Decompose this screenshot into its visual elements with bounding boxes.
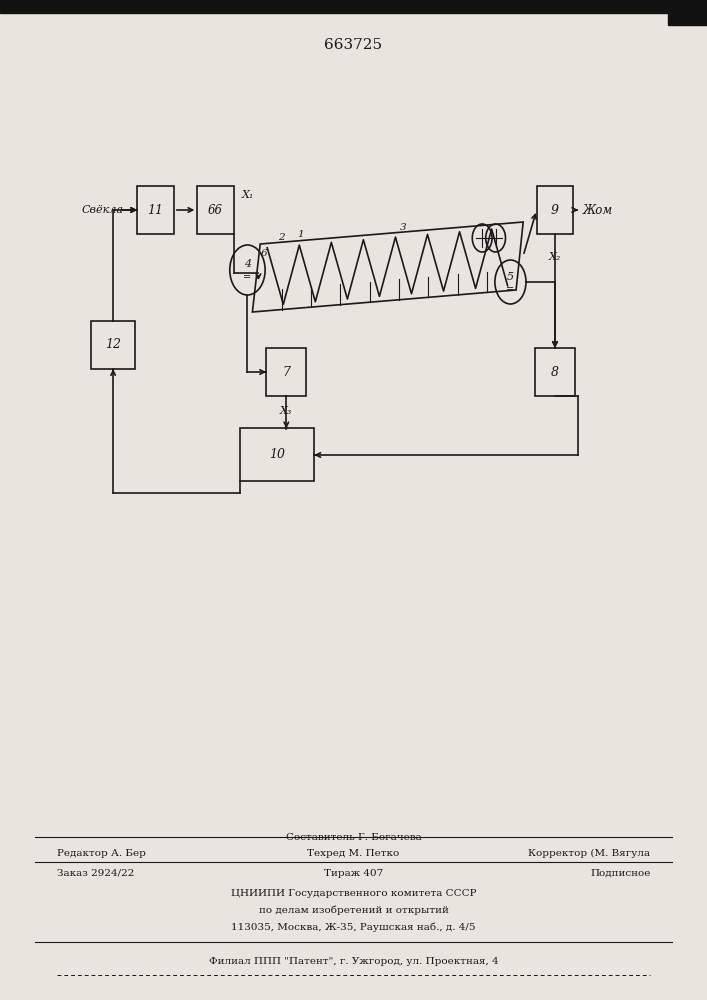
Text: 5: 5 [507, 272, 514, 282]
Text: =: = [506, 284, 515, 294]
Text: 113035, Москва, Ж-35, Раушская наб., д. 4/5: 113035, Москва, Ж-35, Раушская наб., д. … [231, 922, 476, 932]
Text: Тираж 407: Тираж 407 [324, 868, 383, 878]
Text: 8: 8 [551, 365, 559, 378]
Text: 7: 7 [282, 365, 291, 378]
Text: 4: 4 [244, 259, 251, 269]
Text: Жом: Жом [583, 204, 613, 217]
Text: Заказ 2924/22: Заказ 2924/22 [57, 868, 134, 878]
Text: Корректор (М. Вягула: Корректор (М. Вягула [528, 848, 650, 858]
Bar [668, 0, 707, 25]
Text: ЦНИИПИ Государственного комитета СССР: ЦНИИПИ Государственного комитета СССР [230, 888, 477, 898]
Text: 3: 3 [399, 223, 407, 232]
Text: X₂: X₂ [549, 252, 561, 262]
Text: Филиал ППП "Патент", г. Ужгород, ул. Проектная, 4: Филиал ППП "Патент", г. Ужгород, ул. Про… [209, 958, 498, 966]
Text: Подписное: Подписное [590, 868, 650, 878]
Text: Техред М. Петко: Техред М. Петко [308, 848, 399, 857]
Bar [266, 348, 306, 396]
Text: 11: 11 [148, 204, 163, 217]
Text: Составитель Г. Богачева: Составитель Г. Богачева [286, 832, 421, 842]
Bar [537, 186, 573, 234]
Bar [91, 321, 135, 369]
Bar [137, 186, 174, 234]
Text: 1: 1 [297, 230, 304, 239]
Text: Редактор А. Бер: Редактор А. Бер [57, 848, 146, 857]
Text: по делам изобретений и открытий: по делам изобретений и открытий [259, 905, 448, 915]
Text: 9: 9 [551, 204, 559, 217]
Text: X₁: X₁ [242, 190, 255, 200]
Bar [197, 186, 234, 234]
Text: 663725: 663725 [325, 38, 382, 52]
Text: 2: 2 [278, 233, 285, 242]
Bar [534, 348, 575, 396]
Text: =: = [243, 272, 252, 282]
Bar [240, 428, 314, 481]
Text: 66: 66 [208, 204, 223, 217]
Bar [0, 0, 707, 13]
Text: 6: 6 [261, 249, 268, 258]
Text: 12: 12 [105, 338, 121, 352]
Text: 10: 10 [269, 448, 285, 462]
Text: X₃: X₃ [280, 406, 293, 416]
Text: Свёкла: Свёкла [81, 205, 123, 215]
